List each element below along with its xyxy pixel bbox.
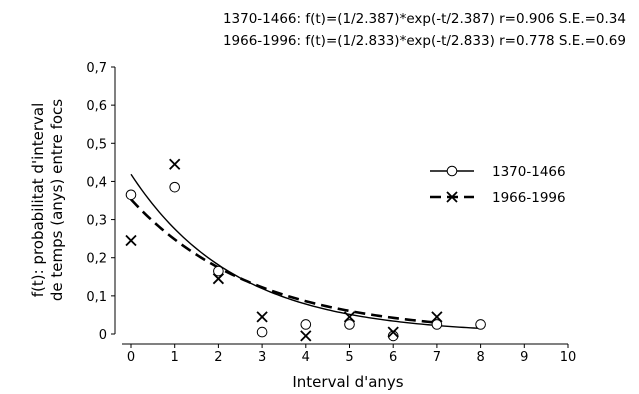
point-1370-1466 xyxy=(431,319,443,330)
y-axis-title-line-2: de temps (anys) entre focs xyxy=(48,99,66,301)
axes xyxy=(114,67,568,345)
point-1966-1996 xyxy=(300,330,312,342)
x-tick-label: 7 xyxy=(433,350,441,365)
point-1370-1466 xyxy=(300,319,312,330)
x-tick-label: 8 xyxy=(476,350,484,365)
cross-stroke xyxy=(387,326,399,338)
legend: 1370-1466 1966-1996 xyxy=(430,164,566,206)
data-markers xyxy=(125,158,486,342)
fit-curve-1966-1996 xyxy=(130,198,438,324)
y-axis-title-line-1: f(t): probabilitat d'interval xyxy=(29,103,47,298)
y-tick-label: 0,5 xyxy=(86,137,107,152)
x-tick-label: 6 xyxy=(389,350,397,365)
x-tick-label: 5 xyxy=(345,350,353,365)
point-1966-1996 xyxy=(343,311,356,323)
equation-line-2: 1966-1996: f(t)=(1/2.833)*exp(-t/2.833) … xyxy=(223,33,626,49)
y-tick-label: 0,6 xyxy=(86,99,107,114)
y-ticks: 0 0,1 0,2 0,3 0,4 0,5 0,6 0,7 xyxy=(86,61,115,343)
point-1966-1996 xyxy=(212,273,225,285)
point-1370-1466 xyxy=(256,326,268,338)
fit-curves xyxy=(130,173,481,330)
cross-stroke xyxy=(256,311,268,323)
legend-marker-1966-1996 xyxy=(446,191,458,203)
x-tick-label: 2 xyxy=(214,350,222,365)
y-tick-label: 0 xyxy=(99,328,107,343)
x-tick-label: 1 xyxy=(171,350,179,365)
y-tick-label: 0,2 xyxy=(86,252,107,267)
y-tick-label: 0,3 xyxy=(86,214,107,229)
cross-stroke xyxy=(212,273,225,285)
x-ticks: 0 1 2 3 4 5 6 7 8 9 10 xyxy=(127,344,576,365)
point-1966-1996 xyxy=(387,326,399,338)
point-1966-1996 xyxy=(431,311,443,323)
point-1370-1466 xyxy=(344,319,355,330)
x-axis-title: Interval d'anys xyxy=(292,373,403,391)
y-axis-title: f(t): probabilitat d'interval de temps (… xyxy=(29,99,66,301)
equation-line-1: 1370-1466: f(t)=(1/2.387)*exp(-t/2.387) … xyxy=(223,11,626,27)
point-1966-1996 xyxy=(169,158,181,170)
point-1370-1466 xyxy=(475,319,486,330)
legend-label-1370-1466: 1370-1466 xyxy=(492,164,566,180)
x-tick-label: 0 xyxy=(127,350,135,365)
point-1370-1466 xyxy=(213,265,224,277)
y-tick-label: 0,7 xyxy=(86,61,107,76)
legend-marker-1370-1466 xyxy=(446,165,458,177)
y-tick-label: 0,1 xyxy=(86,290,107,305)
cross-stroke xyxy=(446,191,458,203)
x-tick-label: 4 xyxy=(302,350,310,365)
point-1370-1466 xyxy=(169,181,180,193)
fit-curve-1370-1466 xyxy=(130,173,481,330)
cross-stroke xyxy=(300,330,312,342)
y-tick-label: 0,4 xyxy=(86,175,107,190)
cross-stroke xyxy=(431,311,443,323)
point-1966-1996 xyxy=(256,311,268,323)
cross-stroke xyxy=(169,158,181,170)
point-1966-1996 xyxy=(125,234,137,247)
cross-stroke xyxy=(125,234,137,247)
x-tick-label: 10 xyxy=(560,350,577,365)
chart-title: 1370-1466: f(t)=(1/2.387)*exp(-t/2.387) … xyxy=(223,11,626,49)
legend-label-1966-1996: 1966-1996 xyxy=(492,190,566,206)
cross-stroke xyxy=(343,311,356,323)
x-tick-label: 3 xyxy=(258,350,266,365)
x-tick-label: 9 xyxy=(520,350,528,365)
point-1370-1466 xyxy=(125,189,137,201)
